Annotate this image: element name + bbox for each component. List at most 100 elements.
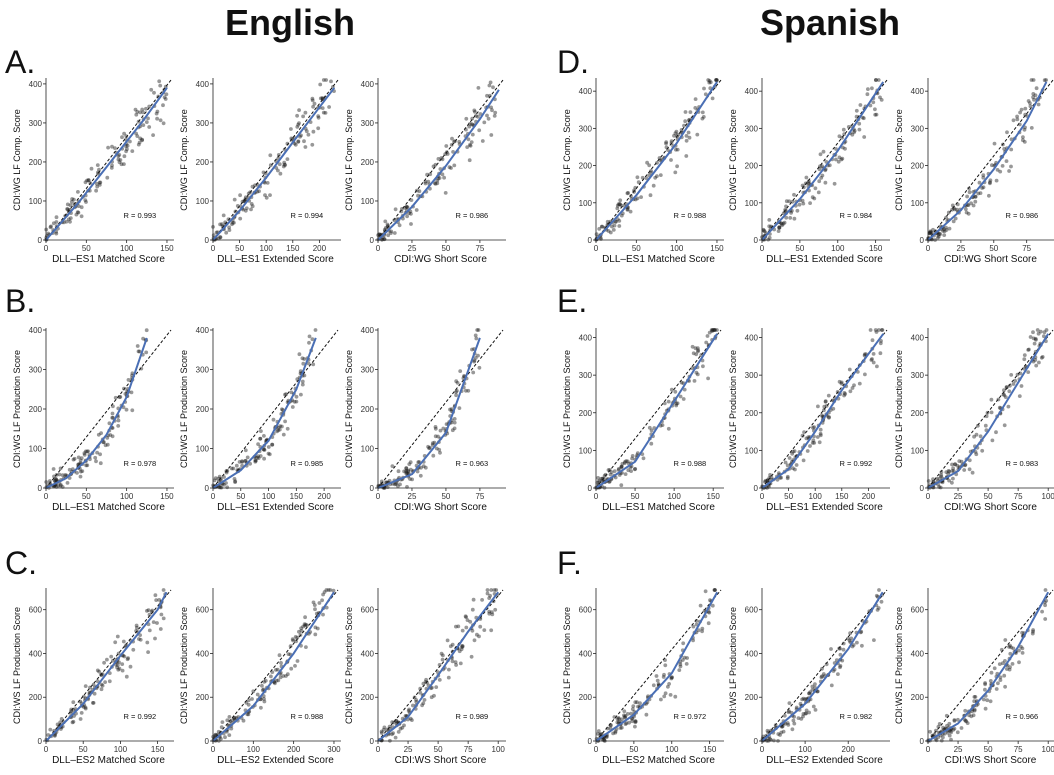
data-point — [295, 377, 300, 382]
data-point — [636, 704, 640, 709]
x-tick-label: 0 — [376, 492, 381, 501]
data-point — [673, 131, 678, 136]
data-point — [988, 699, 993, 704]
x-tick-label: 50 — [79, 745, 88, 754]
data-point — [472, 359, 476, 364]
data-point — [404, 466, 409, 471]
data-point — [410, 477, 414, 482]
y-tick-label: 0 — [754, 737, 759, 746]
data-point — [956, 717, 960, 722]
data-point — [693, 106, 698, 110]
data-point — [275, 429, 279, 434]
data-point — [617, 202, 622, 207]
reference-line — [45, 329, 172, 489]
data-point — [992, 141, 997, 146]
data-point — [476, 86, 481, 90]
data-point — [294, 639, 298, 644]
data-point — [304, 645, 308, 649]
data-point — [111, 658, 115, 663]
data-point — [471, 597, 476, 602]
data-point — [316, 114, 321, 118]
y-tick-label: 400 — [29, 80, 43, 89]
data-point — [880, 328, 885, 332]
data-point — [1026, 348, 1031, 352]
data-point — [1028, 335, 1033, 339]
x-tick-label: 100 — [670, 244, 684, 253]
data-point — [257, 189, 261, 194]
data-point — [801, 201, 806, 206]
x-tick-label: 25 — [408, 244, 417, 253]
data-point — [607, 480, 612, 484]
data-point — [827, 415, 831, 419]
data-point — [452, 417, 457, 421]
data-point — [464, 388, 468, 393]
y-tick-label: 400 — [745, 334, 759, 343]
data-point — [952, 726, 957, 731]
data-point — [696, 628, 701, 633]
data-point — [700, 629, 704, 634]
data-point — [997, 662, 1002, 666]
data-point — [76, 190, 80, 194]
data-point — [404, 466, 409, 471]
data-point — [1044, 78, 1048, 82]
x-tick-label: 0 — [926, 745, 931, 754]
data-point — [927, 231, 932, 235]
data-point — [106, 145, 110, 150]
data-point — [610, 224, 614, 229]
fit-line — [377, 89, 500, 241]
data-point — [116, 157, 121, 162]
data-point — [416, 193, 420, 198]
data-point — [227, 228, 232, 233]
data-point — [682, 655, 687, 660]
data-point — [72, 456, 77, 461]
data-point — [967, 713, 971, 718]
data-point — [818, 433, 823, 438]
data-point — [230, 222, 234, 227]
data-point — [988, 679, 993, 683]
data-point — [102, 660, 106, 665]
data-point — [423, 179, 428, 184]
y-axis-label: CDI:WG LF Production Score — [562, 350, 572, 468]
data-point — [404, 204, 409, 209]
data-point — [761, 227, 766, 232]
data-point — [602, 738, 607, 743]
x-tick-label: 100 — [492, 745, 506, 754]
data-point — [489, 588, 494, 592]
y-axis-label: CDI:WG LF Comp. Score — [562, 109, 572, 211]
y-tick-label: 400 — [745, 649, 759, 658]
data-point — [944, 470, 949, 474]
data-point — [328, 588, 333, 592]
data-point — [952, 207, 957, 212]
data-point — [970, 470, 975, 475]
data-point — [873, 107, 877, 112]
data-point — [414, 188, 419, 193]
data-point — [811, 704, 816, 709]
data-point — [111, 404, 115, 409]
data-point — [1037, 360, 1041, 365]
data-point — [485, 93, 489, 98]
y-axis-label: CDI:WG LF Comp. Score — [179, 109, 189, 211]
data-point — [635, 175, 640, 180]
data-point — [313, 607, 317, 612]
data-point — [1033, 336, 1038, 341]
data-point — [433, 425, 438, 429]
data-point — [437, 678, 442, 682]
data-point — [695, 132, 700, 137]
data-point — [303, 110, 308, 115]
data-point — [801, 714, 805, 719]
x-axis-label: DLL–ES1 Matched Score — [52, 502, 165, 513]
data-point — [626, 191, 630, 195]
data-point — [875, 364, 879, 369]
data-point — [276, 428, 281, 433]
data-point — [808, 444, 812, 448]
data-point — [452, 420, 457, 425]
reference-line — [212, 79, 339, 241]
data-point — [410, 718, 414, 722]
data-point — [937, 476, 942, 481]
data-point — [116, 667, 121, 672]
data-point — [785, 463, 790, 468]
data-point — [492, 114, 497, 118]
data-point — [299, 392, 303, 397]
y-tick-label: 100 — [196, 197, 210, 206]
y-tick-label: 200 — [29, 158, 43, 167]
